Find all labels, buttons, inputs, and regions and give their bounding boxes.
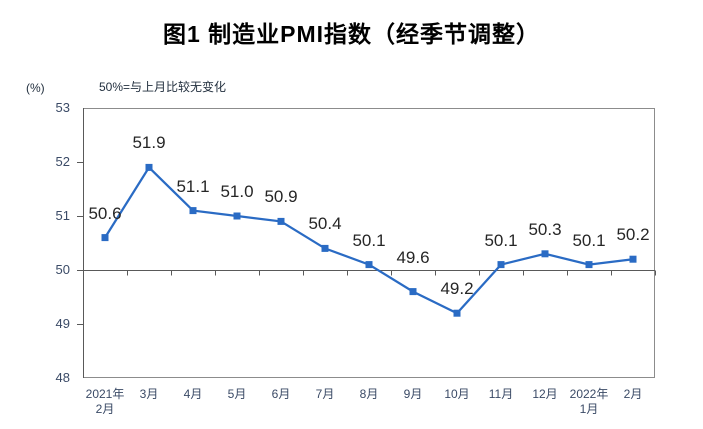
data-point-marker bbox=[365, 261, 373, 269]
y-axis-unit-label: (%) bbox=[26, 81, 45, 95]
y-axis-tick-label: 49 bbox=[55, 316, 70, 331]
x-axis-tick-label: 3月 bbox=[139, 387, 159, 401]
data-point-label: 50.1 bbox=[484, 230, 518, 250]
y-axis-tick-label: 53 bbox=[55, 100, 70, 115]
x-axis-tick-label: 5月 bbox=[227, 387, 247, 401]
data-point-label: 50.1 bbox=[572, 230, 606, 250]
data-point-label: 50.9 bbox=[264, 187, 298, 207]
data-point-marker bbox=[453, 309, 461, 317]
x-axis-tick-label: 11月 bbox=[488, 387, 514, 401]
data-point-label: 51.0 bbox=[220, 182, 254, 201]
x-axis-tick-label: 2022年 bbox=[569, 387, 609, 401]
reference-annotation: 50%=与上月比较无变化 bbox=[99, 80, 227, 94]
data-point-label: 50.6 bbox=[88, 203, 122, 223]
data-point-marker bbox=[277, 217, 285, 225]
data-point-marker bbox=[321, 244, 329, 252]
x-axis-tick-label: 2月 bbox=[623, 387, 643, 401]
x-axis-tick-label: 6月 bbox=[271, 387, 291, 401]
data-point-label: 50.1 bbox=[352, 230, 386, 250]
y-axis-tick-label: 52 bbox=[55, 154, 70, 169]
x-axis-tick-label: 10月 bbox=[444, 387, 470, 401]
data-point-label: 51.1 bbox=[176, 176, 210, 196]
chart-title: 图1 制造业PMI指数（经季节调整） bbox=[162, 21, 541, 47]
y-axis-tick-label: 50 bbox=[55, 262, 70, 277]
y-axis-tick-label: 51 bbox=[55, 208, 70, 223]
data-point-marker bbox=[101, 234, 109, 242]
y-axis-tick-label: 48 bbox=[55, 370, 70, 385]
x-axis-tick-label: 12月 bbox=[532, 387, 558, 401]
data-point-label: 50.2 bbox=[616, 225, 650, 245]
x-axis-tick-label: 1月 bbox=[579, 402, 599, 416]
data-point-marker bbox=[145, 163, 153, 171]
x-axis-tick-label: 8月 bbox=[359, 387, 379, 401]
data-point-marker bbox=[233, 212, 241, 220]
x-axis-tick-label: 2月 bbox=[95, 402, 115, 416]
data-point-label: 51.9 bbox=[132, 133, 166, 153]
x-axis-tick-label: 2021年 bbox=[85, 387, 125, 401]
data-point-marker bbox=[585, 261, 593, 269]
x-axis-tick-label: 9月 bbox=[403, 387, 423, 401]
data-point-label: 50.3 bbox=[528, 219, 562, 239]
data-point-marker bbox=[629, 255, 637, 263]
data-point-label: 49.6 bbox=[396, 247, 430, 267]
data-point-marker bbox=[497, 261, 505, 269]
x-axis-tick-label: 7月 bbox=[315, 387, 335, 401]
data-point-label: 50.4 bbox=[308, 214, 342, 234]
data-point-marker bbox=[189, 207, 197, 215]
x-axis-tick-label: 4月 bbox=[183, 387, 203, 401]
data-point-marker bbox=[409, 288, 417, 296]
data-point-marker bbox=[541, 250, 549, 258]
data-point-label: 49.2 bbox=[440, 279, 474, 299]
